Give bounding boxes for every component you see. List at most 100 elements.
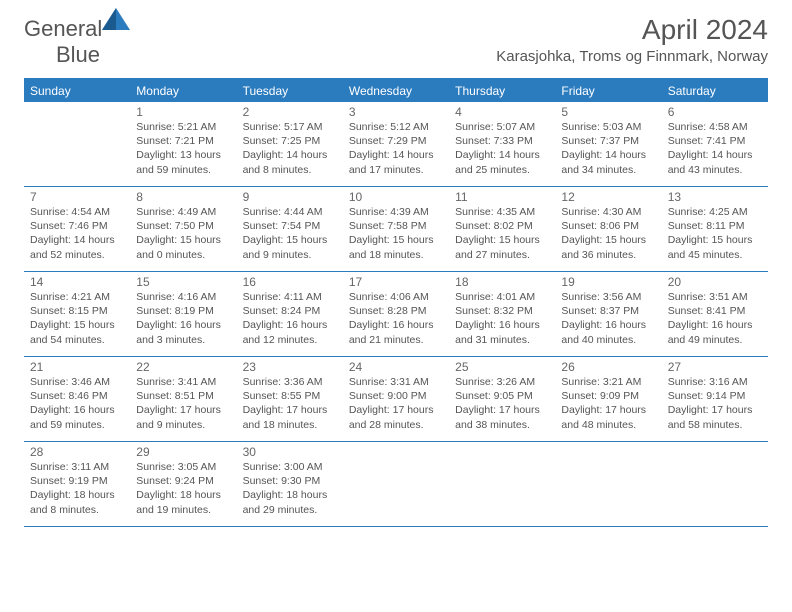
day-number: 1 <box>136 105 230 119</box>
day-number: 4 <box>455 105 549 119</box>
day-details: Sunrise: 5:21 AM Sunset: 7:21 PM Dayligh… <box>136 120 230 177</box>
day-number: 26 <box>561 360 655 374</box>
day-details: Sunrise: 3:26 AM Sunset: 9:05 PM Dayligh… <box>455 375 549 432</box>
day-number: 18 <box>455 275 549 289</box>
day-details: Sunrise: 3:11 AM Sunset: 9:19 PM Dayligh… <box>30 460 124 517</box>
day-cell: 26Sunrise: 3:21 AM Sunset: 9:09 PM Dayli… <box>555 357 661 441</box>
day-details: Sunrise: 4:11 AM Sunset: 8:24 PM Dayligh… <box>243 290 337 347</box>
day-number: 19 <box>561 275 655 289</box>
day-number: 15 <box>136 275 230 289</box>
day-cell <box>24 102 130 186</box>
month-title: April 2024 <box>496 14 768 46</box>
day-number: 21 <box>30 360 124 374</box>
day-details: Sunrise: 4:35 AM Sunset: 8:02 PM Dayligh… <box>455 205 549 262</box>
calendar: SundayMondayTuesdayWednesdayThursdayFrid… <box>24 78 768 527</box>
day-number: 12 <box>561 190 655 204</box>
day-cell <box>555 442 661 526</box>
day-details: Sunrise: 4:25 AM Sunset: 8:11 PM Dayligh… <box>668 205 762 262</box>
day-header-cell: Wednesday <box>343 80 449 102</box>
day-header-cell: Monday <box>130 80 236 102</box>
day-number: 25 <box>455 360 549 374</box>
day-cell: 23Sunrise: 3:36 AM Sunset: 8:55 PM Dayli… <box>237 357 343 441</box>
day-details: Sunrise: 4:58 AM Sunset: 7:41 PM Dayligh… <box>668 120 762 177</box>
day-cell: 28Sunrise: 3:11 AM Sunset: 9:19 PM Dayli… <box>24 442 130 526</box>
day-details: Sunrise: 3:21 AM Sunset: 9:09 PM Dayligh… <box>561 375 655 432</box>
day-cell: 2Sunrise: 5:17 AM Sunset: 7:25 PM Daylig… <box>237 102 343 186</box>
day-cell: 9Sunrise: 4:44 AM Sunset: 7:54 PM Daylig… <box>237 187 343 271</box>
day-header-cell: Sunday <box>24 80 130 102</box>
day-number: 2 <box>243 105 337 119</box>
day-cell: 7Sunrise: 4:54 AM Sunset: 7:46 PM Daylig… <box>24 187 130 271</box>
header: General Blue April 2024 Karasjohka, Trom… <box>0 0 792 72</box>
day-cell: 13Sunrise: 4:25 AM Sunset: 8:11 PM Dayli… <box>662 187 768 271</box>
day-details: Sunrise: 4:54 AM Sunset: 7:46 PM Dayligh… <box>30 205 124 262</box>
logo-triangle-icon <box>102 8 130 30</box>
day-cell <box>449 442 555 526</box>
day-number: 13 <box>668 190 762 204</box>
day-cell: 1Sunrise: 5:21 AM Sunset: 7:21 PM Daylig… <box>130 102 236 186</box>
day-number: 5 <box>561 105 655 119</box>
day-number: 11 <box>455 190 549 204</box>
day-details: Sunrise: 3:16 AM Sunset: 9:14 PM Dayligh… <box>668 375 762 432</box>
day-details: Sunrise: 4:39 AM Sunset: 7:58 PM Dayligh… <box>349 205 443 262</box>
day-details: Sunrise: 5:17 AM Sunset: 7:25 PM Dayligh… <box>243 120 337 177</box>
logo-text-part1: General <box>24 16 102 41</box>
logo-text-part2: Blue <box>56 42 100 67</box>
day-cell: 20Sunrise: 3:51 AM Sunset: 8:41 PM Dayli… <box>662 272 768 356</box>
day-cell: 6Sunrise: 4:58 AM Sunset: 7:41 PM Daylig… <box>662 102 768 186</box>
day-details: Sunrise: 4:01 AM Sunset: 8:32 PM Dayligh… <box>455 290 549 347</box>
day-number: 28 <box>30 445 124 459</box>
week-row: 14Sunrise: 4:21 AM Sunset: 8:15 PM Dayli… <box>24 272 768 357</box>
day-header-cell: Tuesday <box>237 80 343 102</box>
day-details: Sunrise: 3:05 AM Sunset: 9:24 PM Dayligh… <box>136 460 230 517</box>
day-details: Sunrise: 4:06 AM Sunset: 8:28 PM Dayligh… <box>349 290 443 347</box>
day-cell: 29Sunrise: 3:05 AM Sunset: 9:24 PM Dayli… <box>130 442 236 526</box>
day-details: Sunrise: 3:41 AM Sunset: 8:51 PM Dayligh… <box>136 375 230 432</box>
day-details: Sunrise: 5:12 AM Sunset: 7:29 PM Dayligh… <box>349 120 443 177</box>
day-cell: 4Sunrise: 5:07 AM Sunset: 7:33 PM Daylig… <box>449 102 555 186</box>
day-number: 8 <box>136 190 230 204</box>
day-cell: 14Sunrise: 4:21 AM Sunset: 8:15 PM Dayli… <box>24 272 130 356</box>
day-number: 10 <box>349 190 443 204</box>
day-details: Sunrise: 3:36 AM Sunset: 8:55 PM Dayligh… <box>243 375 337 432</box>
day-details: Sunrise: 3:46 AM Sunset: 8:46 PM Dayligh… <box>30 375 124 432</box>
day-cell: 25Sunrise: 3:26 AM Sunset: 9:05 PM Dayli… <box>449 357 555 441</box>
week-row: 28Sunrise: 3:11 AM Sunset: 9:19 PM Dayli… <box>24 442 768 527</box>
logo: General Blue <box>24 14 130 68</box>
day-cell: 11Sunrise: 4:35 AM Sunset: 8:02 PM Dayli… <box>449 187 555 271</box>
day-cell: 10Sunrise: 4:39 AM Sunset: 7:58 PM Dayli… <box>343 187 449 271</box>
week-row: 7Sunrise: 4:54 AM Sunset: 7:46 PM Daylig… <box>24 187 768 272</box>
day-cell: 22Sunrise: 3:41 AM Sunset: 8:51 PM Dayli… <box>130 357 236 441</box>
day-cell: 27Sunrise: 3:16 AM Sunset: 9:14 PM Dayli… <box>662 357 768 441</box>
day-number: 6 <box>668 105 762 119</box>
day-number: 20 <box>668 275 762 289</box>
day-details: Sunrise: 5:07 AM Sunset: 7:33 PM Dayligh… <box>455 120 549 177</box>
day-cell: 12Sunrise: 4:30 AM Sunset: 8:06 PM Dayli… <box>555 187 661 271</box>
day-header-cell: Thursday <box>449 80 555 102</box>
day-header-cell: Saturday <box>662 80 768 102</box>
day-number: 30 <box>243 445 337 459</box>
day-header-cell: Friday <box>555 80 661 102</box>
day-details: Sunrise: 3:31 AM Sunset: 9:00 PM Dayligh… <box>349 375 443 432</box>
week-row: 1Sunrise: 5:21 AM Sunset: 7:21 PM Daylig… <box>24 102 768 187</box>
day-cell: 17Sunrise: 4:06 AM Sunset: 8:28 PM Dayli… <box>343 272 449 356</box>
day-cell: 15Sunrise: 4:16 AM Sunset: 8:19 PM Dayli… <box>130 272 236 356</box>
day-number: 14 <box>30 275 124 289</box>
day-cell: 21Sunrise: 3:46 AM Sunset: 8:46 PM Dayli… <box>24 357 130 441</box>
location-text: Karasjohka, Troms og Finnmark, Norway <box>496 48 768 65</box>
day-number: 3 <box>349 105 443 119</box>
day-cell: 30Sunrise: 3:00 AM Sunset: 9:30 PM Dayli… <box>237 442 343 526</box>
day-number: 22 <box>136 360 230 374</box>
day-number: 9 <box>243 190 337 204</box>
day-details: Sunrise: 3:51 AM Sunset: 8:41 PM Dayligh… <box>668 290 762 347</box>
day-cell: 5Sunrise: 5:03 AM Sunset: 7:37 PM Daylig… <box>555 102 661 186</box>
day-number: 27 <box>668 360 762 374</box>
day-cell: 24Sunrise: 3:31 AM Sunset: 9:00 PM Dayli… <box>343 357 449 441</box>
day-number: 7 <box>30 190 124 204</box>
day-cell: 3Sunrise: 5:12 AM Sunset: 7:29 PM Daylig… <box>343 102 449 186</box>
day-number: 24 <box>349 360 443 374</box>
day-number: 16 <box>243 275 337 289</box>
day-cell <box>343 442 449 526</box>
day-details: Sunrise: 4:16 AM Sunset: 8:19 PM Dayligh… <box>136 290 230 347</box>
day-details: Sunrise: 3:56 AM Sunset: 8:37 PM Dayligh… <box>561 290 655 347</box>
